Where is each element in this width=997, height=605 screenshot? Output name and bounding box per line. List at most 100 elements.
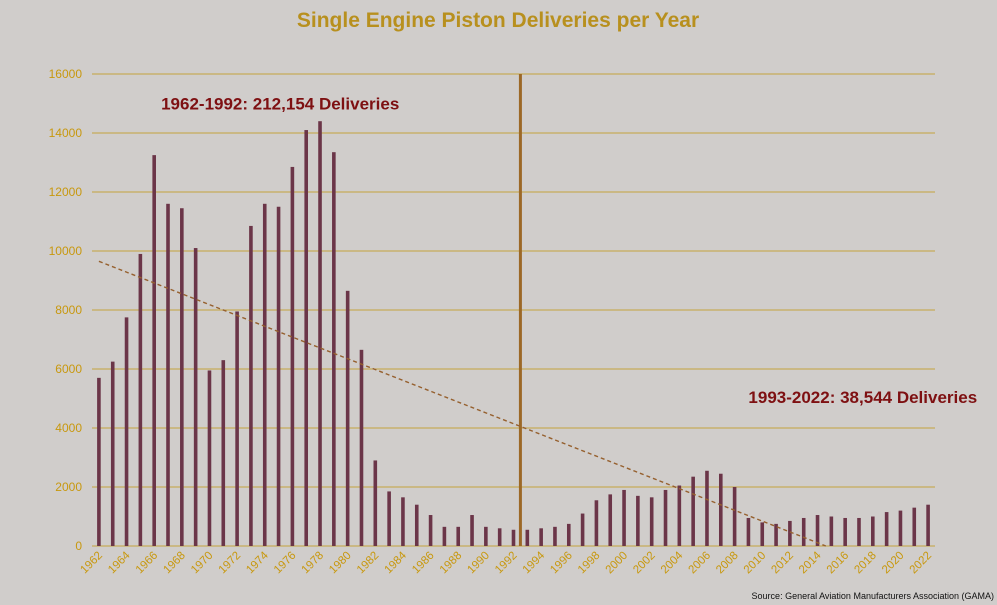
bar-1977	[304, 130, 309, 547]
bar-2020	[898, 510, 903, 546]
bar-1966	[152, 155, 156, 546]
x-tick-label: 1964	[106, 549, 133, 576]
bar-1971	[221, 360, 226, 546]
bar-2006	[705, 470, 709, 546]
bar-1967	[166, 203, 170, 547]
y-tick-label: 12000	[49, 185, 83, 199]
x-tick-label: 2014	[797, 549, 824, 576]
x-tick-label: 1996	[548, 550, 575, 577]
x-tick-label: 1988	[438, 550, 465, 577]
bar-1975	[276, 206, 281, 546]
bar-1973	[249, 225, 253, 547]
x-tick-label: 2018	[852, 550, 879, 577]
x-tick-label: 1992	[493, 550, 520, 577]
x-tick-label: 1980	[327, 550, 354, 577]
y-axis-ticks: 0 2000 4000 6000 8000 10000 12000 14000 16000	[49, 67, 83, 553]
bar-1984	[401, 497, 405, 546]
bar-2008	[732, 487, 737, 546]
x-tick-label: 2004	[659, 549, 686, 576]
y-tick-label: 4000	[55, 421, 82, 435]
bar-1965	[138, 253, 143, 546]
bar-2013	[801, 517, 806, 546]
bar-1990	[484, 526, 488, 546]
y-tick-label: 6000	[55, 362, 82, 376]
x-axis-ticks: 1962 1964 1966 1968 1970 1972 1974 1976 1978 1980…	[78, 549, 934, 576]
y-tick-label: 14000	[49, 126, 83, 140]
bar-2001	[636, 495, 640, 546]
bar-1982	[373, 460, 378, 546]
bar-2019	[884, 512, 889, 546]
y-tick-label: 2000	[55, 480, 82, 494]
bar-2017	[857, 517, 861, 546]
bar-series	[97, 121, 930, 547]
chart-title: Single Engine Piston Deliveries per Year	[297, 9, 699, 32]
bar-2018	[871, 516, 875, 546]
bar-2002	[649, 497, 654, 546]
x-tick-label: 1982	[355, 550, 382, 577]
bar-1963	[110, 361, 115, 546]
bar-2016	[843, 517, 847, 546]
bar-1986	[428, 515, 433, 546]
gridlines	[92, 73, 935, 547]
bar-1968	[180, 208, 184, 546]
x-tick-label: 2022	[908, 550, 935, 577]
bar-2022	[926, 504, 930, 546]
bar-2012	[788, 520, 792, 546]
bar-2005	[691, 476, 695, 546]
bar-1996	[566, 523, 571, 546]
x-tick-label: 1998	[576, 550, 603, 577]
x-tick-label: 1966	[134, 550, 161, 577]
bar-1993	[525, 529, 530, 546]
bar-1995	[553, 526, 557, 546]
bar-1985	[414, 504, 419, 546]
bar-1978	[318, 121, 322, 546]
bar-2021	[912, 507, 917, 546]
x-tick-label: 1976	[272, 550, 299, 577]
bar-1981	[359, 349, 364, 546]
annotation-label: 1993-2022: 38,544 Deliveries	[748, 388, 977, 407]
annotation-label: 1962-1992: 212,154 Deliveries	[161, 95, 399, 114]
bar-2004	[677, 485, 682, 546]
bar-1964	[124, 317, 129, 546]
x-tick-label: 1994	[521, 549, 548, 576]
x-tick-label: 2002	[631, 550, 658, 577]
bar-1992	[511, 529, 516, 546]
bar-1988	[456, 526, 461, 546]
bar-1991	[497, 528, 502, 546]
bar-1962	[97, 377, 101, 546]
bar-1998	[594, 500, 599, 546]
bar-1976	[290, 166, 295, 547]
annotations: 1962-1992: 212,154 Deliveries 1993-2022: …	[161, 95, 977, 408]
x-tick-label: 2000	[604, 550, 631, 577]
bar-2010	[760, 522, 765, 546]
y-tick-label: 16000	[49, 67, 83, 81]
bar-2009	[746, 517, 751, 546]
bar-1983	[387, 491, 391, 546]
x-tick-label: 1978	[300, 550, 327, 577]
bar-1972	[235, 311, 239, 546]
x-tick-label: 1970	[189, 550, 216, 577]
bar-1987	[442, 526, 447, 546]
bar-1999	[608, 494, 613, 546]
bar-1994	[539, 528, 543, 546]
x-tick-label: 1990	[465, 550, 492, 577]
y-tick-label: 8000	[55, 303, 82, 317]
bar-1997	[580, 513, 585, 546]
x-tick-label: 2008	[714, 550, 741, 577]
x-tick-label: 2012	[769, 550, 796, 577]
x-tick-label: 2010	[742, 550, 769, 577]
bar-1974	[262, 203, 267, 547]
bar-1969	[193, 248, 198, 547]
y-tick-label: 0	[75, 539, 82, 553]
x-tick-label: 1986	[410, 550, 437, 577]
bar-1989	[470, 515, 474, 546]
bar-1980	[345, 290, 350, 546]
y-tick-label: 10000	[49, 244, 83, 258]
x-tick-label: 1968	[161, 550, 188, 577]
bar-1979	[332, 152, 336, 547]
bar-2000	[622, 489, 626, 546]
bar-2014	[815, 515, 820, 546]
x-tick-label: 2006	[687, 550, 714, 577]
